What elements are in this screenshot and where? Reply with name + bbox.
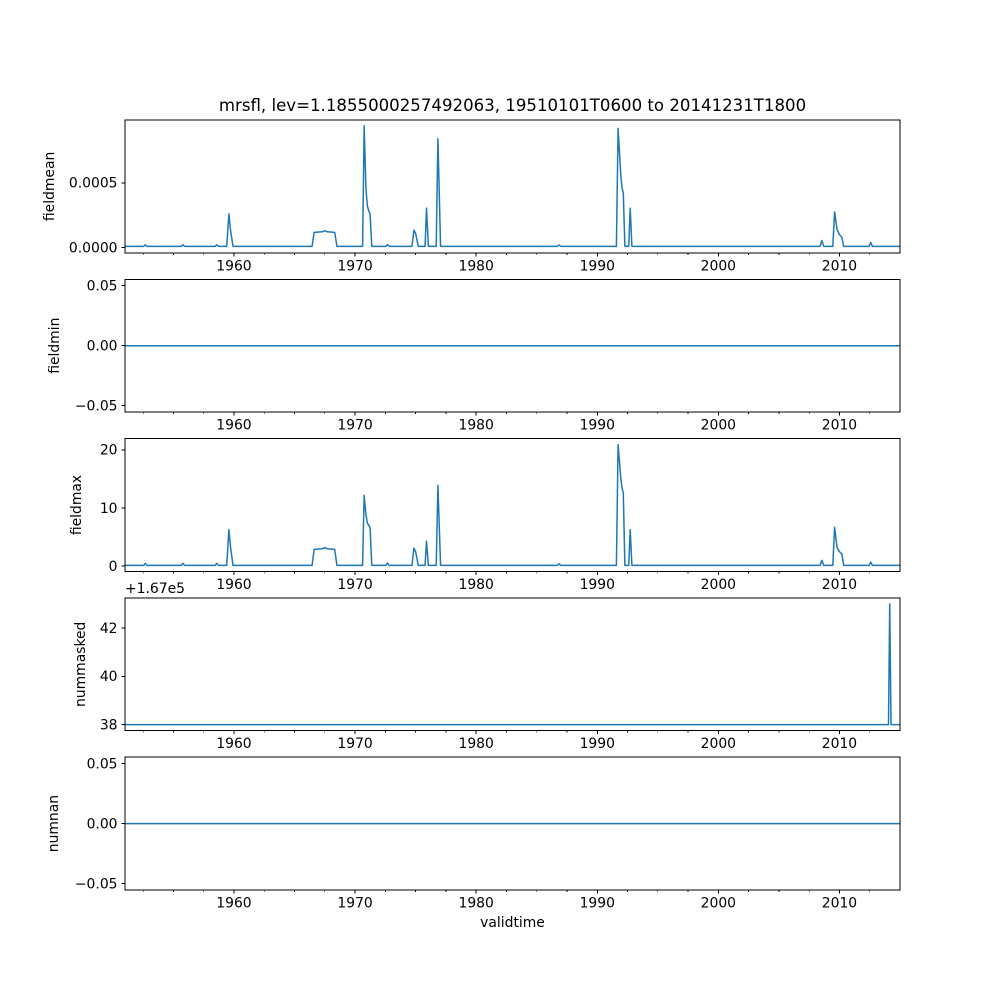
x-tick-label: 1970 [337, 258, 372, 274]
x-ticks: 1960 1970 1980 1990 2000 2010 [142, 890, 871, 912]
y-axis-label-numnan: numnan [46, 795, 62, 852]
x-tick-label: 1960 [216, 258, 251, 274]
subplot-nummasked: 1960 1970 1980 1990 2000 2010 38 40 42 nummasked +… [73, 581, 901, 752]
chart-title: mrsfl, lev=1.1855000257492063, 19510101T… [218, 96, 807, 115]
x-tick-label: 2000 [701, 736, 736, 752]
x-tick-label: 1990 [580, 577, 615, 593]
x-tick-label: 1980 [458, 736, 493, 752]
y-tick-label: 38 [100, 717, 118, 733]
x-tick-label: 1990 [580, 896, 615, 912]
fieldmean-line [125, 125, 900, 248]
x-tick-label: 1960 [216, 736, 251, 752]
subplot-fieldmin: 1960 1970 1980 1990 2000 2010 −0.05 0.00 0.05 fie… [47, 278, 901, 434]
x-tick-label: 1970 [337, 577, 372, 593]
axes-border [124, 119, 901, 254]
x-ticks: 1960 1970 1980 1990 2000 2010 [142, 730, 871, 752]
y-axis-label-fieldmean: fieldmean [42, 152, 58, 221]
fieldmax-line [125, 443, 900, 567]
y-axis-label-fieldmax: fieldmax [69, 475, 85, 535]
y-tick-label: −0.05 [75, 876, 118, 892]
x-tick-label: 2010 [822, 896, 857, 912]
y-ticks: −0.05 0.00 0.05 [75, 278, 125, 415]
x-tick-label: 1980 [458, 577, 493, 593]
y-ticks: 38 40 42 [100, 621, 125, 733]
x-tick-label: 2000 [701, 577, 736, 593]
y-tick-label: 0.05 [87, 278, 118, 294]
y-tick-label: 0.00 [87, 339, 118, 355]
y-tick-label: 0.0000 [69, 240, 118, 256]
nummasked-line [125, 603, 900, 726]
x-tick-label: 2000 [701, 418, 736, 434]
x-ticks: 1960 1970 1980 1990 2000 2010 [142, 571, 871, 593]
x-tick-label: 1960 [216, 418, 251, 434]
x-tick-label: 2000 [701, 896, 736, 912]
y-tick-label: 40 [100, 669, 118, 685]
x-ticks: 1960 1970 1980 1990 2000 2010 [142, 252, 871, 274]
x-tick-label: 1980 [458, 258, 493, 274]
x-tick-label: 1960 [216, 577, 251, 593]
y-tick-label: −0.05 [75, 399, 118, 415]
y-ticks: −0.05 0.00 0.05 [75, 756, 125, 892]
x-tick-label: 2010 [822, 258, 857, 274]
x-tick-label: 1970 [337, 896, 372, 912]
y-tick-label: 42 [100, 621, 118, 637]
y-tick-label: 0 [109, 559, 118, 575]
y-tick-label: 20 [100, 443, 118, 459]
y-tick-label: 0.00 [87, 816, 118, 832]
x-tick-label: 2010 [822, 736, 857, 752]
x-axis-label: validtime [480, 915, 545, 931]
subplot-fieldmean: 1960 1970 1980 1990 2000 2010 0.0000 0.0005 fiel… [42, 119, 901, 274]
y-ticks: 0 10 20 [100, 443, 125, 575]
x-tick-label: 1980 [458, 418, 493, 434]
y-axis-offset-text: +1.67e5 [125, 581, 185, 597]
x-tick-label: 1960 [216, 896, 251, 912]
axes-border [124, 438, 901, 572]
x-tick-label: 2010 [822, 577, 857, 593]
y-tick-label: 0.0005 [69, 176, 118, 192]
x-tick-label: 1990 [580, 418, 615, 434]
axes-border [124, 597, 901, 732]
subplot-fieldmax: 1960 1970 1980 1990 2000 2010 0 10 20 fieldmax [69, 438, 901, 593]
x-tick-label: 2010 [822, 418, 857, 434]
subplot-numnan: 1960 1970 1980 1990 2000 2010 −0.05 0.00 0.05 num… [46, 756, 901, 912]
y-tick-label: 0.05 [87, 756, 118, 772]
y-tick-label: 10 [100, 501, 118, 517]
x-tick-label: 1970 [337, 418, 372, 434]
y-axis-label-fieldmin: fieldmin [47, 318, 63, 374]
x-tick-label: 1970 [337, 736, 372, 752]
x-tick-label: 1990 [580, 258, 615, 274]
x-tick-label: 1980 [458, 896, 493, 912]
x-tick-label: 1990 [580, 736, 615, 752]
y-axis-label-nummasked: nummasked [73, 622, 89, 707]
x-tick-label: 2000 [701, 258, 736, 274]
y-ticks: 0.0000 0.0005 [69, 176, 125, 256]
x-ticks: 1960 1970 1980 1990 2000 2010 [142, 412, 871, 434]
